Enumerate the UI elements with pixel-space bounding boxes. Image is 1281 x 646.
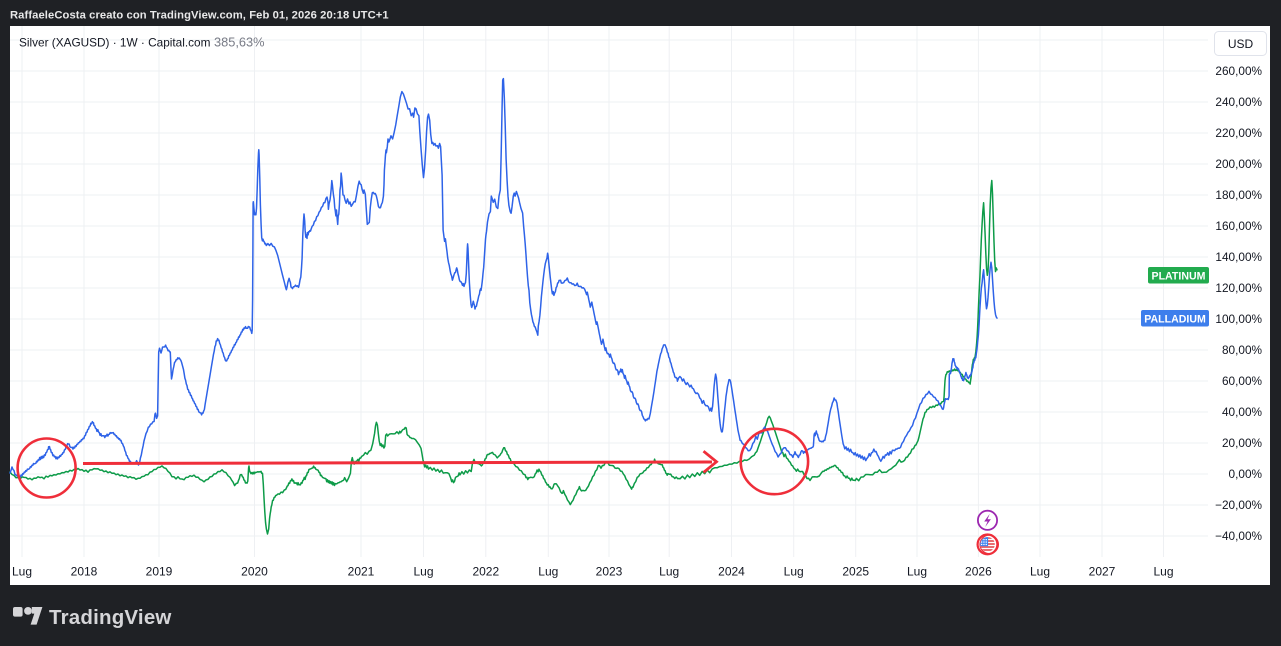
svg-text:180,00%: 180,00% xyxy=(1215,188,1262,202)
svg-text:RaffaeleCosta creato con Tradi: RaffaeleCosta creato con TradingView.com… xyxy=(10,10,389,22)
svg-text:2021: 2021 xyxy=(348,565,375,579)
svg-text:100,00%: 100,00% xyxy=(1215,312,1262,326)
svg-text:80,00%: 80,00% xyxy=(1222,343,1263,357)
svg-text:Lug: Lug xyxy=(907,565,927,579)
svg-text:USD: USD xyxy=(1228,37,1254,51)
svg-text:2018: 2018 xyxy=(71,565,98,579)
svg-text:220,00%: 220,00% xyxy=(1215,126,1262,140)
svg-text:260,00%: 260,00% xyxy=(1215,64,1262,78)
svg-text:TradingView: TradingView xyxy=(49,606,172,629)
svg-text:−40,00%: −40,00% xyxy=(1215,529,1262,543)
svg-text:Lug: Lug xyxy=(784,565,804,579)
svg-text:2019: 2019 xyxy=(146,565,173,579)
svg-text:385,63%: 385,63% xyxy=(214,35,265,50)
svg-text:40,00%: 40,00% xyxy=(1222,405,1263,419)
svg-text:120,00%: 120,00% xyxy=(1215,281,1262,295)
svg-text:Lug: Lug xyxy=(538,565,558,579)
svg-text:−20,00%: −20,00% xyxy=(1215,498,1262,512)
svg-text:20,00%: 20,00% xyxy=(1222,436,1263,450)
svg-text:PALLADIUM: PALLADIUM xyxy=(1144,313,1206,325)
svg-text:2023: 2023 xyxy=(596,565,623,579)
svg-text:240,00%: 240,00% xyxy=(1215,95,1262,109)
svg-text:Silver (XAGUSD) · 1W · Capital: Silver (XAGUSD) · 1W · Capital.com xyxy=(19,36,211,50)
svg-text:2027: 2027 xyxy=(1089,565,1116,579)
svg-text:60,00%: 60,00% xyxy=(1222,374,1263,388)
svg-text:2020: 2020 xyxy=(241,565,268,579)
svg-text:Lug: Lug xyxy=(1030,565,1050,579)
svg-text:2025: 2025 xyxy=(842,565,869,579)
svg-text:PLATINUM: PLATINUM xyxy=(1152,270,1206,282)
svg-text:160,00%: 160,00% xyxy=(1215,219,1262,233)
svg-text:Lug: Lug xyxy=(12,565,32,579)
svg-text:2022: 2022 xyxy=(472,565,499,579)
svg-text:Lug: Lug xyxy=(1153,565,1173,579)
svg-text:140,00%: 140,00% xyxy=(1215,250,1262,264)
svg-text:Lug: Lug xyxy=(413,565,433,579)
svg-text:Lug: Lug xyxy=(659,565,679,579)
svg-text:0,00%: 0,00% xyxy=(1229,467,1263,481)
svg-text:2024: 2024 xyxy=(718,565,745,579)
svg-text:200,00%: 200,00% xyxy=(1215,157,1262,171)
svg-text:2026: 2026 xyxy=(965,565,992,579)
